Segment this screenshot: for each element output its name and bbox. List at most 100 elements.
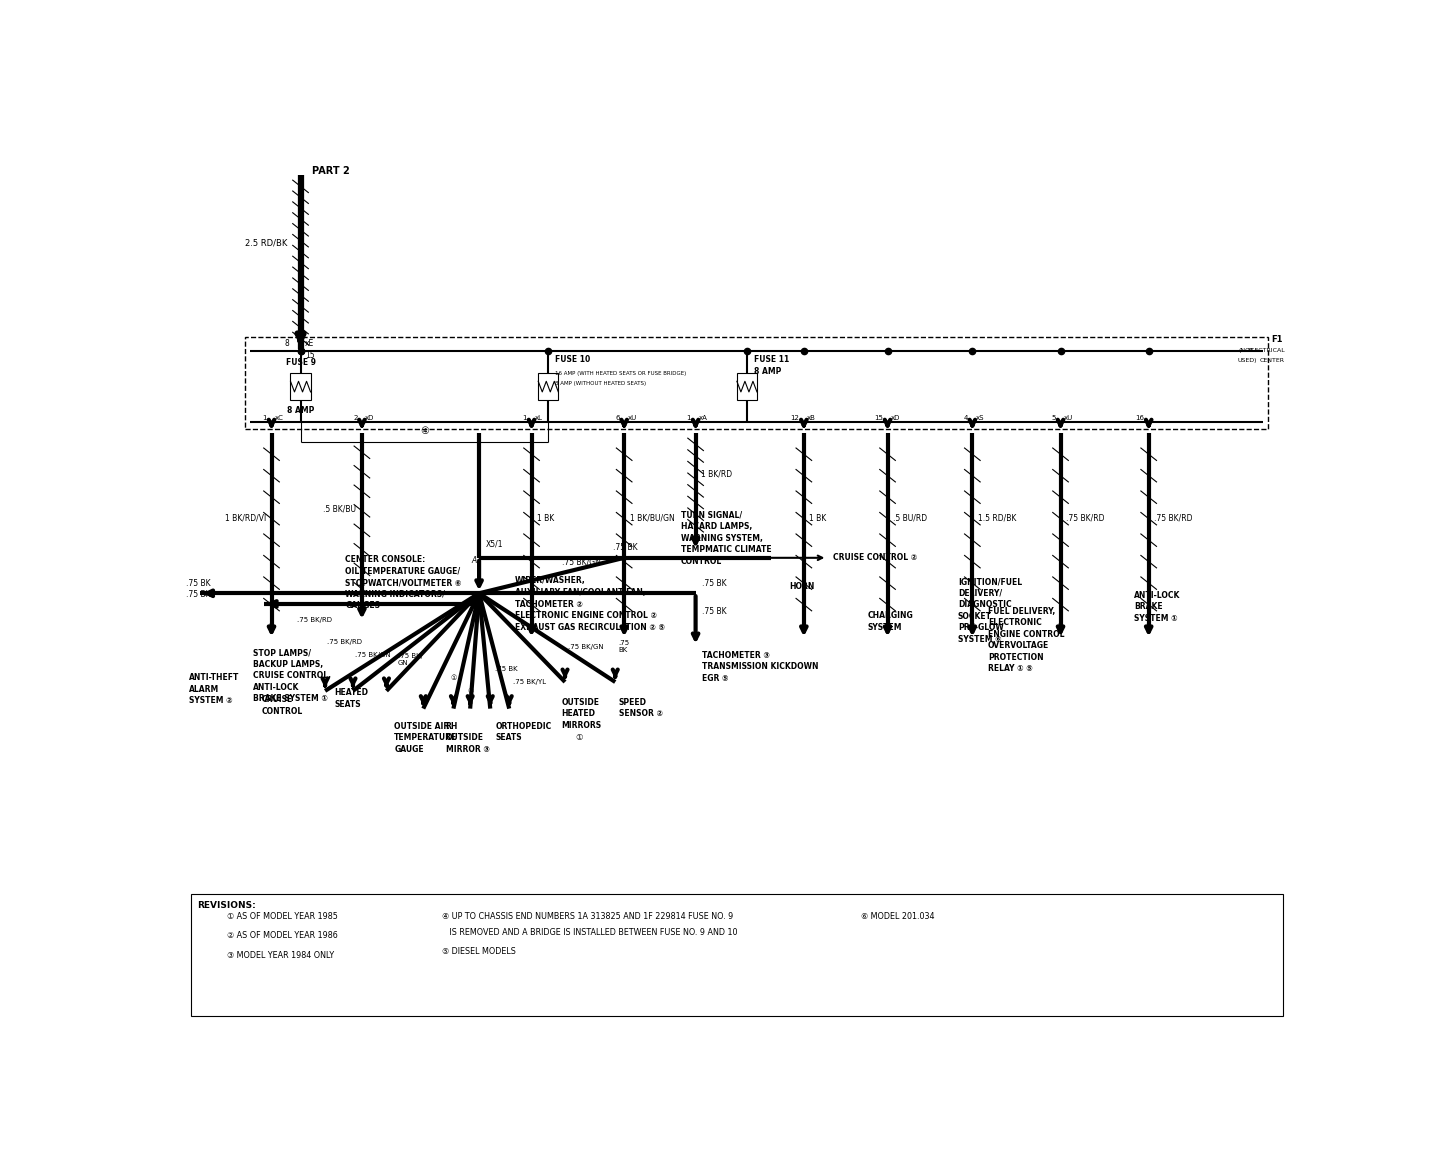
- Text: OIL TEMPERATURE GAUGE/: OIL TEMPERATURE GAUGE/: [346, 567, 461, 576]
- Text: SOCKET: SOCKET: [958, 612, 992, 621]
- Text: xE: xE: [305, 339, 314, 348]
- Text: OUTSIDE: OUTSIDE: [562, 698, 599, 707]
- Text: GAUGE: GAUGE: [395, 745, 423, 753]
- Text: OUTSIDE AIR: OUTSIDE AIR: [395, 722, 449, 730]
- Text: SEATS: SEATS: [495, 734, 523, 742]
- Text: CRUISE: CRUISE: [262, 696, 292, 704]
- Text: PRE-GLOW: PRE-GLOW: [958, 623, 1004, 632]
- Text: ⑥ MODEL 201.034: ⑥ MODEL 201.034: [861, 911, 935, 920]
- Text: .75 BK/RD: .75 BK/RD: [1155, 514, 1192, 523]
- Text: ② AS OF MODEL YEAR 1986: ② AS OF MODEL YEAR 1986: [228, 931, 337, 940]
- Text: ① AS OF MODEL YEAR 1985: ① AS OF MODEL YEAR 1985: [228, 911, 338, 920]
- Text: .75
BK: .75 BK: [619, 641, 629, 653]
- Text: WIPER/WASHER,: WIPER/WASHER,: [516, 576, 586, 585]
- Text: 8: 8: [285, 339, 289, 348]
- Text: 4: 4: [963, 415, 968, 420]
- Text: 15: 15: [874, 415, 883, 420]
- Text: ELECTRONIC ENGINE CONTROL ②: ELECTRONIC ENGINE CONTROL ②: [516, 611, 657, 620]
- Text: .75 BK: .75 BK: [495, 666, 517, 672]
- Text: .75 BK/GN: .75 BK/GN: [563, 558, 600, 567]
- Text: BRAKE SYSTEM ①: BRAKE SYSTEM ①: [252, 695, 327, 704]
- Text: TRANSMISSION KICKDOWN: TRANSMISSION KICKDOWN: [703, 662, 819, 672]
- Text: TACHOMETER ③: TACHOMETER ③: [703, 651, 770, 660]
- Text: xU: xU: [628, 415, 636, 420]
- Text: 16 AMP (WITH HEATED SEATS OR FUSE BRIDGE): 16 AMP (WITH HEATED SEATS OR FUSE BRIDGE…: [554, 371, 687, 376]
- Bar: [737, 373, 757, 400]
- Text: IS REMOVED AND A BRIDGE IS INSTALLED BETWEEN FUSE NO. 9 AND 10: IS REMOVED AND A BRIDGE IS INSTALLED BET…: [442, 927, 737, 937]
- Text: .75 BK/RD: .75 BK/RD: [1066, 514, 1104, 523]
- Text: FUSE 9: FUSE 9: [285, 358, 315, 367]
- Text: 1: 1: [523, 415, 527, 420]
- Text: .75 BK: .75 BK: [186, 590, 210, 599]
- Text: 8 AMP: 8 AMP: [287, 407, 314, 415]
- Text: CONTROL: CONTROL: [262, 707, 302, 715]
- Text: 1 BK: 1 BK: [537, 514, 554, 523]
- Text: .75 BK: .75 BK: [703, 607, 727, 615]
- Text: ALARM: ALARM: [189, 684, 219, 694]
- Text: SENSOR ②: SENSOR ②: [619, 710, 662, 719]
- Text: 1: 1: [687, 415, 691, 420]
- Text: 1 BK: 1 BK: [809, 514, 827, 523]
- Text: 1 BK/RD/VI: 1 BK/RD/VI: [225, 514, 266, 523]
- Text: HORN: HORN: [789, 582, 815, 591]
- Text: CONTROL: CONTROL: [681, 556, 723, 566]
- Text: CENTER: CENTER: [1260, 358, 1284, 363]
- Text: DIAGNOSTIC: DIAGNOSTIC: [958, 600, 1011, 609]
- Bar: [192, 894, 1283, 1016]
- Text: PART 2: PART 2: [311, 166, 350, 176]
- Text: .75 BK: .75 BK: [186, 579, 210, 588]
- Text: 8 AMP: 8 AMP: [753, 367, 780, 376]
- Text: xS: xS: [976, 415, 984, 420]
- Text: REVISIONS:: REVISIONS:: [197, 901, 255, 910]
- Text: 1: 1: [262, 415, 266, 420]
- Text: .75 BK/GN: .75 BK/GN: [569, 644, 603, 650]
- Text: FUSE 11: FUSE 11: [753, 355, 789, 364]
- Text: ENGINE CONTROL: ENGINE CONTROL: [988, 630, 1064, 638]
- Bar: [539, 373, 559, 400]
- Text: xL: xL: [534, 415, 543, 420]
- Bar: [291, 373, 311, 400]
- Text: xA: xA: [698, 415, 708, 420]
- Text: 2.5 RD/BK: 2.5 RD/BK: [245, 238, 287, 248]
- Text: ①: ①: [576, 734, 583, 742]
- Text: TEMPERATURE: TEMPERATURE: [395, 734, 458, 742]
- Text: MIRRORS: MIRRORS: [562, 721, 602, 730]
- Bar: [245, 336, 1269, 430]
- Text: AUXILIARY FAN/COOLANT FAN,: AUXILIARY FAN/COOLANT FAN,: [516, 588, 645, 597]
- Text: BRAKE: BRAKE: [1135, 602, 1164, 612]
- Text: IGNITION/FUEL: IGNITION/FUEL: [958, 577, 1022, 586]
- Text: STOPWATCH/VOLTMETER ⑥: STOPWATCH/VOLTMETER ⑥: [346, 578, 462, 588]
- Text: BACKUP LAMPS,: BACKUP LAMPS,: [252, 660, 323, 669]
- Text: HAZARD LAMPS,: HAZARD LAMPS,: [681, 522, 752, 531]
- Text: .5 BK/BU: .5 BK/BU: [324, 505, 356, 514]
- Text: ELECTRONIC: ELECTRONIC: [988, 619, 1041, 627]
- Text: OUTSIDE: OUTSIDE: [445, 734, 484, 742]
- Text: xU: xU: [1064, 415, 1073, 420]
- Text: 1.5 RD/BK: 1.5 RD/BK: [978, 514, 1017, 523]
- Text: .75 BK/GN: .75 BK/GN: [356, 652, 390, 659]
- Text: SYSTEM ①: SYSTEM ①: [1135, 614, 1178, 623]
- Text: 6: 6: [615, 415, 619, 420]
- Text: TEMPMATIC CLIMATE: TEMPMATIC CLIMATE: [681, 545, 772, 554]
- Text: GAUGES: GAUGES: [346, 601, 380, 611]
- Text: A: A: [472, 556, 477, 564]
- Text: xC: xC: [275, 415, 284, 420]
- Text: USED): USED): [1237, 358, 1257, 363]
- Text: ANTI-LOCK: ANTI-LOCK: [252, 683, 300, 692]
- Text: 15: 15: [305, 351, 314, 361]
- Text: 8 AMP (WITHOUT HEATED SEATS): 8 AMP (WITHOUT HEATED SEATS): [554, 380, 647, 386]
- Text: CRUISE CONTROL,: CRUISE CONTROL,: [252, 672, 331, 681]
- Text: X5/1: X5/1: [485, 540, 504, 550]
- Text: FUEL DELIVERY,: FUEL DELIVERY,: [988, 607, 1056, 615]
- Text: SYSTEM ②: SYSTEM ②: [189, 696, 232, 705]
- Text: xB: xB: [808, 415, 816, 420]
- Text: ①: ①: [451, 675, 456, 681]
- Text: STOP LAMPS/: STOP LAMPS/: [252, 649, 311, 658]
- Text: TURN SIGNAL/: TURN SIGNAL/: [681, 510, 742, 520]
- Text: SYSTEM: SYSTEM: [867, 622, 901, 631]
- Text: CHARGING: CHARGING: [867, 611, 913, 620]
- Text: EXHAUST GAS RECIRCULATION ② ⑤: EXHAUST GAS RECIRCULATION ② ⑤: [516, 622, 665, 631]
- Text: .75 BK/YL: .75 BK/YL: [513, 679, 546, 685]
- Text: .75 BK/RD: .75 BK/RD: [327, 639, 363, 645]
- Text: ELECTRICAL: ELECTRICAL: [1247, 348, 1284, 353]
